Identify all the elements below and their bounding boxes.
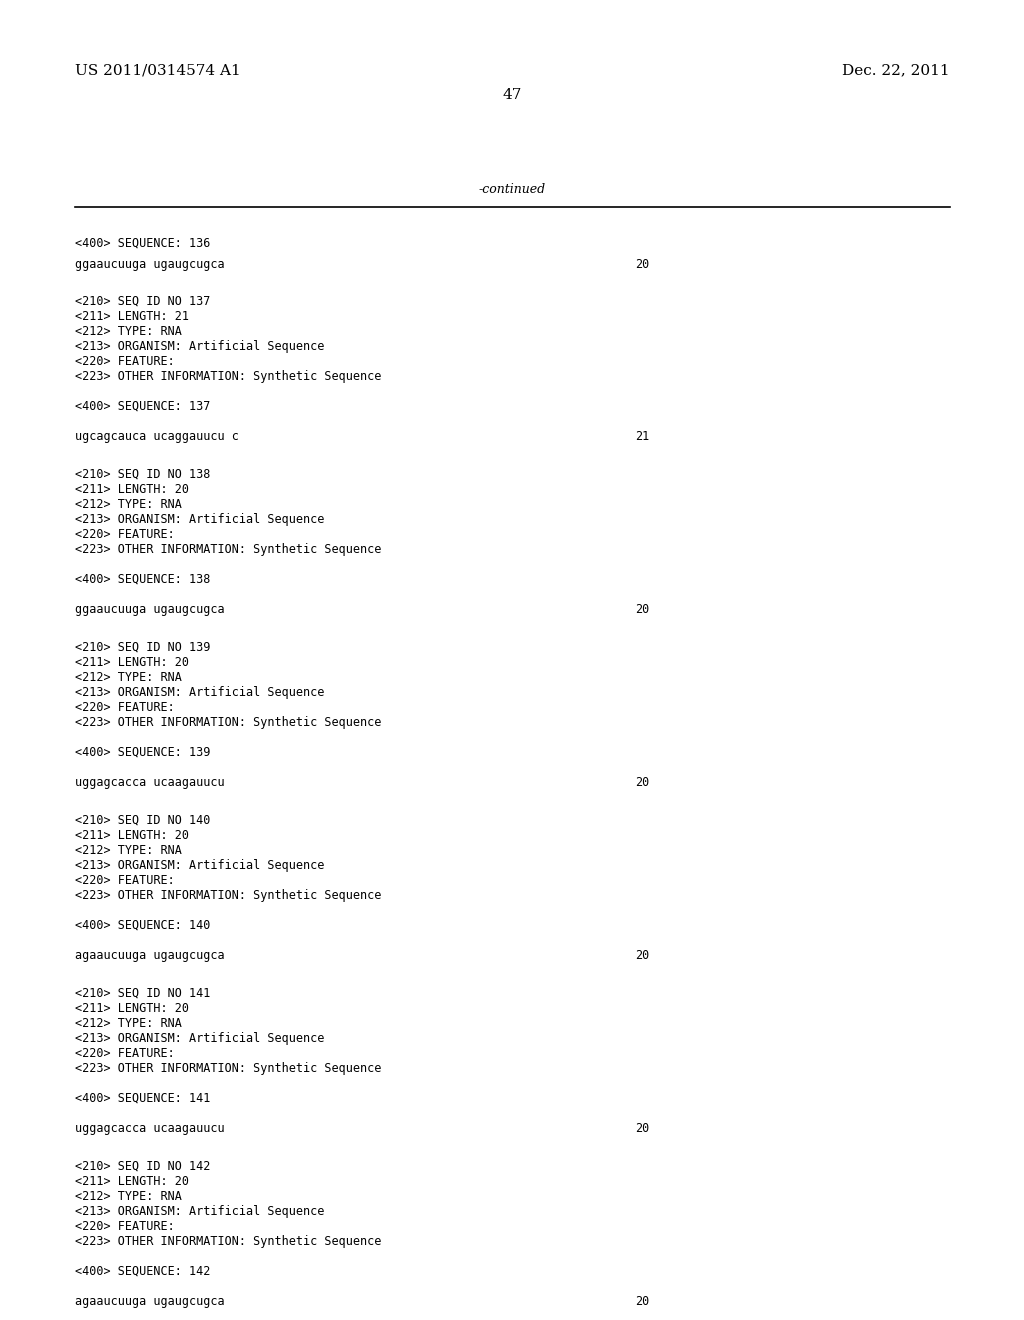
Text: 47: 47 — [503, 88, 521, 102]
Text: <213> ORGANISM: Artificial Sequence: <213> ORGANISM: Artificial Sequence — [75, 859, 325, 873]
Text: <223> OTHER INFORMATION: Synthetic Sequence: <223> OTHER INFORMATION: Synthetic Seque… — [75, 1236, 381, 1247]
Text: agaaucuuga ugaugcugca: agaaucuuga ugaugcugca — [75, 1295, 224, 1308]
Text: agaaucuuga ugaugcugca: agaaucuuga ugaugcugca — [75, 949, 224, 962]
Text: uggagcacca ucaagauucu: uggagcacca ucaagauucu — [75, 776, 224, 789]
Text: <211> LENGTH: 20: <211> LENGTH: 20 — [75, 483, 189, 496]
Text: 20: 20 — [635, 949, 649, 962]
Text: <212> TYPE: RNA: <212> TYPE: RNA — [75, 843, 182, 857]
Text: ugcagcauca ucaggauucu c: ugcagcauca ucaggauucu c — [75, 430, 239, 444]
Text: <220> FEATURE:: <220> FEATURE: — [75, 701, 175, 714]
Text: <210> SEQ ID NO 142: <210> SEQ ID NO 142 — [75, 1160, 210, 1173]
Text: <400> SEQUENCE: 139: <400> SEQUENCE: 139 — [75, 746, 210, 759]
Text: Dec. 22, 2011: Dec. 22, 2011 — [843, 63, 950, 77]
Text: 20: 20 — [635, 257, 649, 271]
Text: <210> SEQ ID NO 137: <210> SEQ ID NO 137 — [75, 294, 210, 308]
Text: <220> FEATURE:: <220> FEATURE: — [75, 874, 175, 887]
Text: <211> LENGTH: 21: <211> LENGTH: 21 — [75, 310, 189, 323]
Text: <220> FEATURE:: <220> FEATURE: — [75, 355, 175, 368]
Text: <210> SEQ ID NO 138: <210> SEQ ID NO 138 — [75, 469, 210, 480]
Text: 20: 20 — [635, 1295, 649, 1308]
Text: <210> SEQ ID NO 139: <210> SEQ ID NO 139 — [75, 642, 210, 653]
Text: ggaaucuuga ugaugcugca: ggaaucuuga ugaugcugca — [75, 257, 224, 271]
Text: <223> OTHER INFORMATION: Synthetic Sequence: <223> OTHER INFORMATION: Synthetic Seque… — [75, 715, 381, 729]
Text: <400> SEQUENCE: 140: <400> SEQUENCE: 140 — [75, 919, 210, 932]
Text: <212> TYPE: RNA: <212> TYPE: RNA — [75, 1191, 182, 1203]
Text: <220> FEATURE:: <220> FEATURE: — [75, 528, 175, 541]
Text: <213> ORGANISM: Artificial Sequence: <213> ORGANISM: Artificial Sequence — [75, 513, 325, 525]
Text: <212> TYPE: RNA: <212> TYPE: RNA — [75, 325, 182, 338]
Text: <220> FEATURE:: <220> FEATURE: — [75, 1047, 175, 1060]
Text: <213> ORGANISM: Artificial Sequence: <213> ORGANISM: Artificial Sequence — [75, 1032, 325, 1045]
Text: <211> LENGTH: 20: <211> LENGTH: 20 — [75, 656, 189, 669]
Text: <212> TYPE: RNA: <212> TYPE: RNA — [75, 498, 182, 511]
Text: <211> LENGTH: 20: <211> LENGTH: 20 — [75, 829, 189, 842]
Text: <210> SEQ ID NO 140: <210> SEQ ID NO 140 — [75, 814, 210, 828]
Text: <212> TYPE: RNA: <212> TYPE: RNA — [75, 1016, 182, 1030]
Text: <223> OTHER INFORMATION: Synthetic Sequence: <223> OTHER INFORMATION: Synthetic Seque… — [75, 888, 381, 902]
Text: <400> SEQUENCE: 142: <400> SEQUENCE: 142 — [75, 1265, 210, 1278]
Text: <223> OTHER INFORMATION: Synthetic Sequence: <223> OTHER INFORMATION: Synthetic Seque… — [75, 370, 381, 383]
Text: -continued: -continued — [478, 183, 546, 195]
Text: <220> FEATURE:: <220> FEATURE: — [75, 1220, 175, 1233]
Text: uggagcacca ucaagauucu: uggagcacca ucaagauucu — [75, 1122, 224, 1135]
Text: <400> SEQUENCE: 137: <400> SEQUENCE: 137 — [75, 400, 210, 413]
Text: <210> SEQ ID NO 141: <210> SEQ ID NO 141 — [75, 987, 210, 1001]
Text: <400> SEQUENCE: 141: <400> SEQUENCE: 141 — [75, 1092, 210, 1105]
Text: <213> ORGANISM: Artificial Sequence: <213> ORGANISM: Artificial Sequence — [75, 341, 325, 352]
Text: 20: 20 — [635, 1122, 649, 1135]
Text: 20: 20 — [635, 776, 649, 789]
Text: <223> OTHER INFORMATION: Synthetic Sequence: <223> OTHER INFORMATION: Synthetic Seque… — [75, 543, 381, 556]
Text: US 2011/0314574 A1: US 2011/0314574 A1 — [75, 63, 241, 77]
Text: <400> SEQUENCE: 136: <400> SEQUENCE: 136 — [75, 238, 210, 249]
Text: <223> OTHER INFORMATION: Synthetic Sequence: <223> OTHER INFORMATION: Synthetic Seque… — [75, 1063, 381, 1074]
Text: <213> ORGANISM: Artificial Sequence: <213> ORGANISM: Artificial Sequence — [75, 686, 325, 700]
Text: ggaaucuuga ugaugcugca: ggaaucuuga ugaugcugca — [75, 603, 224, 616]
Text: <400> SEQUENCE: 138: <400> SEQUENCE: 138 — [75, 573, 210, 586]
Text: <213> ORGANISM: Artificial Sequence: <213> ORGANISM: Artificial Sequence — [75, 1205, 325, 1218]
Text: 20: 20 — [635, 603, 649, 616]
Text: <211> LENGTH: 20: <211> LENGTH: 20 — [75, 1175, 189, 1188]
Text: <211> LENGTH: 20: <211> LENGTH: 20 — [75, 1002, 189, 1015]
Text: 21: 21 — [635, 430, 649, 444]
Text: <212> TYPE: RNA: <212> TYPE: RNA — [75, 671, 182, 684]
